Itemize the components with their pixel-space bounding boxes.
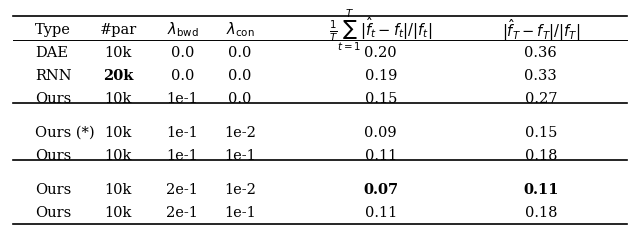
Text: 10k: 10k xyxy=(105,46,132,60)
Text: 10k: 10k xyxy=(105,206,132,220)
Text: 0.11: 0.11 xyxy=(365,206,397,220)
Text: Ours: Ours xyxy=(35,149,72,163)
Text: 1e-2: 1e-2 xyxy=(224,183,256,197)
Text: 0.0: 0.0 xyxy=(171,46,194,60)
Text: 0.20: 0.20 xyxy=(365,46,397,60)
Text: 1e-1: 1e-1 xyxy=(224,206,256,220)
Text: 20k: 20k xyxy=(103,69,134,83)
Text: 1e-1: 1e-1 xyxy=(166,149,198,163)
Text: 10k: 10k xyxy=(105,92,132,106)
Text: $|\hat{f}_T - f_T|/|f_T|$: $|\hat{f}_T - f_T|/|f_T|$ xyxy=(502,17,580,43)
Text: 0.09: 0.09 xyxy=(365,126,397,140)
Text: DAE: DAE xyxy=(35,46,68,60)
Text: 1e-1: 1e-1 xyxy=(166,92,198,106)
Text: 0.19: 0.19 xyxy=(365,69,397,83)
Text: RNN: RNN xyxy=(35,69,72,83)
Text: 0.18: 0.18 xyxy=(525,206,557,220)
Text: 1e-1: 1e-1 xyxy=(166,126,198,140)
Text: 1e-2: 1e-2 xyxy=(224,126,256,140)
Text: 1e-1: 1e-1 xyxy=(224,149,256,163)
Text: 0.0: 0.0 xyxy=(228,69,252,83)
Text: 0.18: 0.18 xyxy=(525,149,557,163)
Text: $\lambda_{\mathrm{con}}$: $\lambda_{\mathrm{con}}$ xyxy=(226,20,254,39)
Text: 0.15: 0.15 xyxy=(525,126,557,140)
Text: 10k: 10k xyxy=(105,149,132,163)
Text: 0.33: 0.33 xyxy=(524,69,557,83)
Text: $\frac{1}{T}\sum_{t=1}^{T}|\hat{f}_t - f_t|/|f_t|$: $\frac{1}{T}\sum_{t=1}^{T}|\hat{f}_t - f… xyxy=(329,7,433,53)
Text: 2e-1: 2e-1 xyxy=(166,206,198,220)
Text: Ours: Ours xyxy=(35,183,72,197)
Text: 0.0: 0.0 xyxy=(228,92,252,106)
Text: 10k: 10k xyxy=(105,126,132,140)
Text: Type: Type xyxy=(35,23,71,37)
Text: 0.0: 0.0 xyxy=(171,69,194,83)
Text: $\lambda_{\mathrm{bwd}}$: $\lambda_{\mathrm{bwd}}$ xyxy=(166,20,198,39)
Text: Ours (*): Ours (*) xyxy=(35,126,95,140)
Text: 0.0: 0.0 xyxy=(228,46,252,60)
Text: 0.27: 0.27 xyxy=(525,92,557,106)
Text: 0.11: 0.11 xyxy=(365,149,397,163)
Text: #par: #par xyxy=(100,23,137,37)
Text: 0.11: 0.11 xyxy=(523,183,559,197)
Text: 0.36: 0.36 xyxy=(524,46,557,60)
Text: 0.15: 0.15 xyxy=(365,92,397,106)
Text: Ours: Ours xyxy=(35,92,72,106)
Text: 2e-1: 2e-1 xyxy=(166,183,198,197)
Text: Ours: Ours xyxy=(35,206,72,220)
Text: 0.07: 0.07 xyxy=(364,183,398,197)
Text: 10k: 10k xyxy=(105,183,132,197)
